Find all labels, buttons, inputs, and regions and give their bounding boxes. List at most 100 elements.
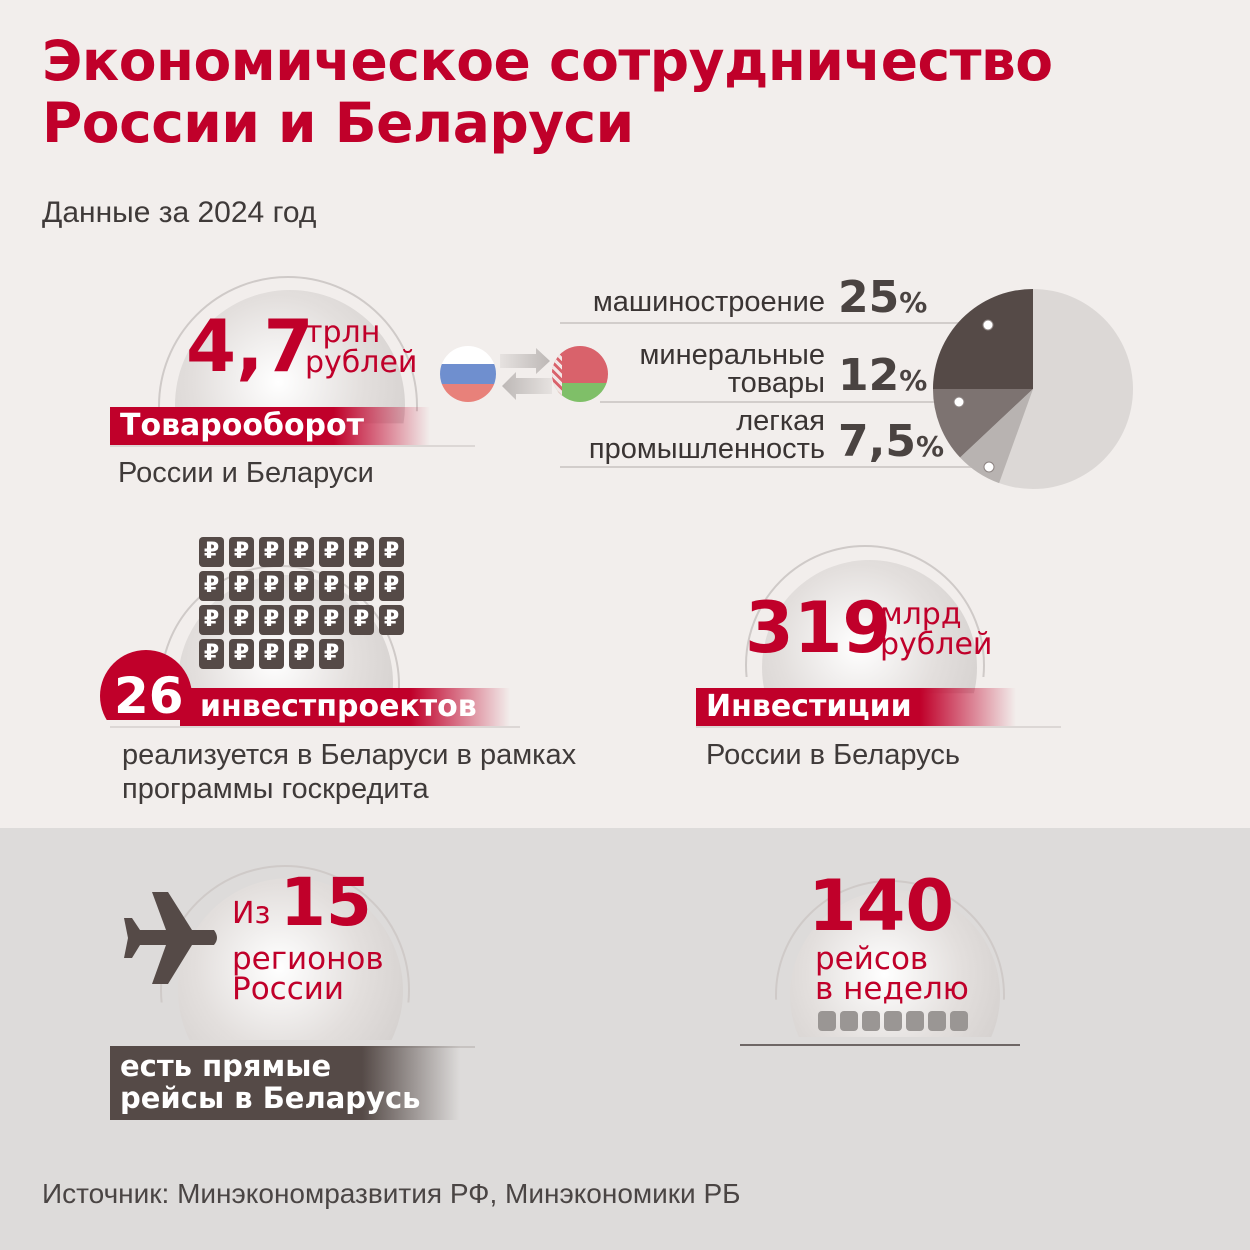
unit: % bbox=[899, 364, 928, 397]
investments-label: Инвестиции bbox=[696, 688, 1016, 726]
unit: % bbox=[899, 286, 928, 319]
trade-description: России и Беларуси bbox=[118, 457, 374, 489]
ruble-icon: ₽ bbox=[199, 571, 224, 601]
day-cell bbox=[884, 1011, 902, 1031]
ruble-icon: ₽ bbox=[199, 605, 224, 635]
trade-structure-pie-chart bbox=[933, 289, 1133, 489]
ruble-icon: ₽ bbox=[289, 605, 314, 635]
ruble-icon: ₽ bbox=[319, 537, 344, 567]
line3: в неделю bbox=[815, 971, 969, 1007]
projects-label-text: инвестпроектов bbox=[200, 689, 477, 724]
day-cell bbox=[818, 1011, 836, 1031]
structure-label-2: минеральные товары bbox=[540, 339, 825, 399]
divider bbox=[110, 726, 520, 728]
ruble-icon: ₽ bbox=[229, 537, 254, 567]
ruble-icon: ₽ bbox=[319, 605, 344, 635]
flights-text: рейсов в неделю bbox=[815, 941, 969, 1007]
trade-unit-line1: трлн bbox=[305, 315, 381, 350]
ruble-icon: ₽ bbox=[259, 639, 284, 669]
line2: регионов bbox=[232, 941, 384, 977]
ruble-icon: ₽ bbox=[229, 639, 254, 669]
ruble-icon: ₽ bbox=[259, 571, 284, 601]
projects-count-badge bbox=[100, 650, 192, 720]
divider bbox=[740, 1044, 1020, 1046]
airplane-icon bbox=[124, 892, 217, 984]
line2: промышленность bbox=[588, 433, 825, 465]
structure-value-1: 25% bbox=[838, 276, 927, 325]
ruble-icon: ₽ bbox=[379, 571, 404, 601]
ruble-icon: ₽ bbox=[349, 605, 374, 635]
title-line-2: России и Беларуси bbox=[42, 91, 634, 155]
line2: рейсы в Беларусь bbox=[120, 1081, 421, 1115]
line2: товары bbox=[727, 367, 825, 399]
day-cell bbox=[928, 1011, 946, 1031]
page-title: Экономическое сотрудничество России и Бе… bbox=[42, 30, 1053, 154]
ruble-icon: ₽ bbox=[349, 571, 374, 601]
line1: легкая bbox=[736, 405, 825, 437]
regions-prefix: Из bbox=[232, 896, 271, 931]
ruble-icon: ₽ bbox=[199, 639, 224, 669]
ruble-icon: ₽ bbox=[289, 639, 314, 669]
structure-value-2: 12% bbox=[838, 354, 927, 403]
line1: есть прямые bbox=[120, 1049, 332, 1083]
investments-description: России в Беларусь bbox=[706, 739, 960, 771]
projects-label: инвестпроектов bbox=[180, 688, 510, 726]
ruble-icon: ₽ bbox=[379, 605, 404, 635]
trade-unit-line2: рублей bbox=[305, 345, 418, 380]
divider bbox=[560, 466, 980, 468]
ruble-icon: ₽ bbox=[259, 605, 284, 635]
ruble-icon: ₽ bbox=[379, 537, 404, 567]
ruble-icon: ₽ bbox=[349, 537, 374, 567]
title-line-1: Экономическое сотрудничество bbox=[42, 29, 1053, 93]
exchange-arrows-icon bbox=[500, 348, 552, 400]
line2: рейсов bbox=[815, 941, 929, 977]
ruble-icon: ₽ bbox=[229, 605, 254, 635]
projects-value: 26 bbox=[114, 667, 184, 725]
day-cell bbox=[840, 1011, 858, 1031]
day-cell bbox=[862, 1011, 880, 1031]
structure-label-1: машиностроение bbox=[540, 286, 825, 318]
trade-value: 4,7 bbox=[186, 304, 314, 388]
unit: % bbox=[915, 430, 945, 463]
line1: реализуется в Беларуси в рамках bbox=[122, 739, 577, 771]
trade-unit: трлн рублей bbox=[305, 318, 417, 378]
value: 7,5 bbox=[838, 416, 916, 467]
line1: млрд bbox=[880, 597, 962, 632]
ruble-icon: ₽ bbox=[319, 639, 344, 669]
trade-label: Товарооборот bbox=[110, 407, 430, 445]
belarus-flag-icon bbox=[552, 346, 608, 402]
line2: рублей bbox=[880, 627, 993, 662]
line1: минеральные bbox=[639, 339, 825, 371]
ruble-icon: ₽ bbox=[289, 571, 314, 601]
day-cell bbox=[950, 1011, 968, 1031]
regions-text: регионов России bbox=[232, 941, 384, 1007]
value: 12 bbox=[838, 350, 900, 401]
regions-label: есть прямые рейсы в Беларусь bbox=[110, 1046, 460, 1120]
flights-value: 140 bbox=[808, 865, 955, 947]
divider bbox=[696, 726, 1061, 728]
investments-unit: млрд рублей bbox=[880, 600, 992, 660]
ruble-icon: ₽ bbox=[289, 537, 314, 567]
subtitle: Данные за 2024 год bbox=[42, 196, 317, 229]
investments-value: 319 bbox=[745, 587, 892, 669]
ruble-icon: ₽ bbox=[199, 537, 224, 567]
divider bbox=[600, 401, 960, 403]
structure-value-3: 7,5% bbox=[838, 420, 944, 469]
ruble-icon: ₽ bbox=[319, 571, 344, 601]
divider bbox=[110, 445, 475, 447]
russia-flag-icon bbox=[440, 346, 496, 402]
week-days-cells bbox=[818, 1011, 968, 1031]
structure-label-3: легкая промышленность bbox=[540, 405, 825, 465]
day-cell bbox=[906, 1011, 924, 1031]
projects-description: реализуется в Беларуси в рамках программ… bbox=[122, 738, 576, 806]
line3: России bbox=[232, 971, 345, 1007]
value: 25 bbox=[838, 272, 900, 323]
source-note: Источник: Минэкономразвития РФ, Минэконо… bbox=[42, 1178, 741, 1209]
ruble-icon: ₽ bbox=[229, 571, 254, 601]
line2: программы госкредита bbox=[122, 773, 429, 805]
ruble-icons-grid: ₽ ₽ ₽ ₽ ₽ ₽ ₽ ₽ ₽ ₽ ₽ ₽ ₽ ₽ ₽ ₽ ₽ ₽ ₽ ₽ … bbox=[199, 537, 404, 669]
regions-value: 15 bbox=[280, 864, 372, 941]
structure-label-1-text: машиностроение bbox=[592, 286, 825, 318]
divider bbox=[560, 322, 960, 324]
ruble-icon: ₽ bbox=[259, 537, 284, 567]
